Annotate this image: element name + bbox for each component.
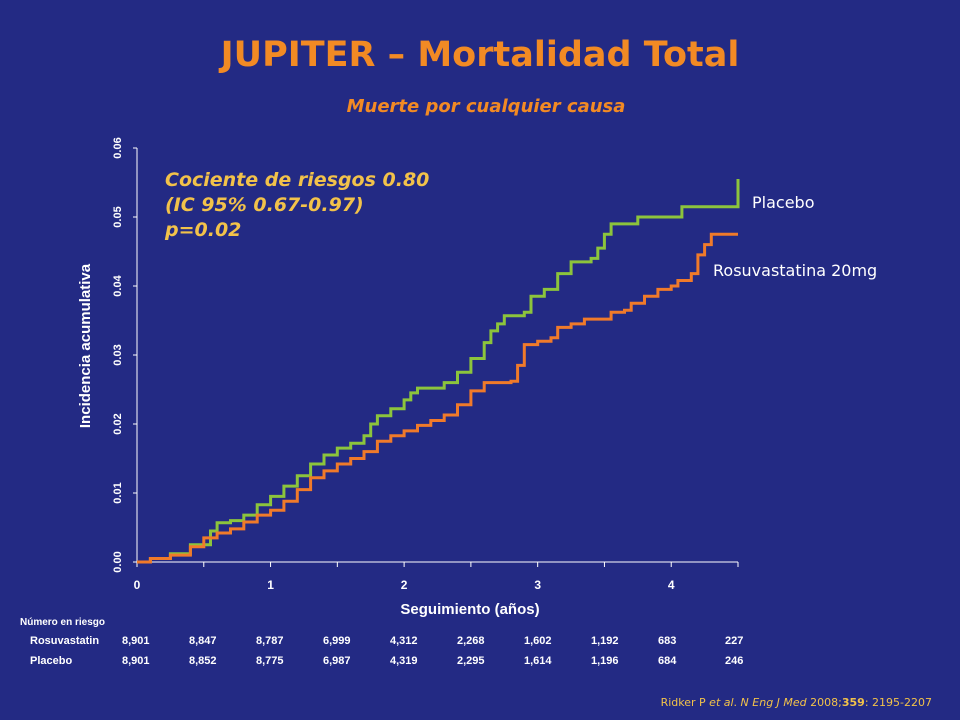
risk-value: 1,196	[591, 655, 619, 667]
risk-value: 1,192	[591, 635, 619, 647]
y-tick-label: 0.00	[112, 551, 124, 572]
risk-value: 8,787	[256, 635, 284, 647]
y-tick-label: 0.03	[112, 344, 124, 365]
y-tick-label: 0.02	[112, 413, 124, 434]
p-value-text: p=0.02	[164, 219, 241, 241]
rosuvastatin-line	[137, 232, 738, 564]
risk-value: 683	[658, 635, 676, 647]
x-axis-title: Seguimiento (años)	[400, 601, 539, 618]
risk-value: 4,319	[390, 655, 418, 667]
placebo-series-label: Placebo	[752, 193, 814, 212]
y-axis-title: Incidencia acumulativa	[77, 263, 94, 428]
risk-value: 246	[725, 655, 743, 667]
series-lines	[137, 179, 740, 564]
citation-year: 2008;	[807, 696, 842, 709]
hazard-ratio-text: Cociente de riesgos 0.80	[165, 169, 429, 191]
x-tick-label: 2	[401, 578, 408, 592]
y-tick-label: 0.06	[112, 137, 124, 158]
risk-value: 8,847	[189, 635, 217, 647]
axes: 0.00 0.01 0.02 0.03 0.04 0.05 0.06 0 1 2 3 4	[112, 137, 739, 592]
citation-journal: N Eng J Med	[741, 696, 808, 709]
chart-subtitle: Muerte por cualquier causa	[347, 96, 626, 117]
x-tick-label: 3	[534, 578, 541, 592]
risk-value: 6,987	[323, 655, 351, 667]
confidence-interval-text: (IC 95% 0.67-0.97)	[165, 194, 364, 216]
placebo-line	[137, 179, 740, 564]
risk-table: Rosuvastatin 8,901 8,847 8,787 6,999 4,312 2,2…	[30, 635, 743, 667]
risk-value: 1,602	[524, 635, 552, 647]
risk-value: 227	[725, 635, 743, 647]
citation-etal: et al	[709, 696, 733, 709]
x-tick-label: 0	[134, 578, 141, 592]
risk-value: 4,312	[390, 635, 418, 647]
chart-title: JUPITER – Mortalidad Total	[219, 35, 740, 75]
y-tick-label: 0.01	[112, 482, 124, 503]
risk-row-label: Placebo	[30, 655, 72, 667]
risk-row-label: Rosuvastatin	[30, 635, 99, 647]
x-tick-label: 4	[668, 578, 675, 592]
risk-value: 684	[658, 655, 677, 667]
citation: Ridker P et al. N Eng J Med 2008;359: 21…	[661, 696, 932, 709]
risk-value: 8,901	[122, 635, 150, 647]
citation-separator: .	[734, 696, 741, 709]
citation-volume: 359	[842, 696, 865, 709]
y-tick-label: 0.05	[112, 206, 124, 227]
rosuvastatin-series-label: Rosuvastatina 20mg	[713, 261, 877, 280]
y-tick-label: 0.04	[112, 274, 124, 296]
risk-value: 8,852	[189, 655, 217, 667]
citation-authors: Ridker P	[661, 696, 710, 709]
risk-value: 8,901	[122, 655, 150, 667]
risk-value: 1,614	[524, 655, 552, 667]
risk-table-header: Número en riesgo	[20, 617, 105, 628]
citation-pages: : 2195-2207	[865, 696, 932, 709]
risk-value: 6,999	[323, 635, 351, 647]
risk-value: 8,775	[256, 655, 284, 667]
risk-value: 2,268	[457, 635, 485, 647]
x-tick-label: 1	[267, 578, 274, 592]
risk-value: 2,295	[457, 655, 485, 667]
